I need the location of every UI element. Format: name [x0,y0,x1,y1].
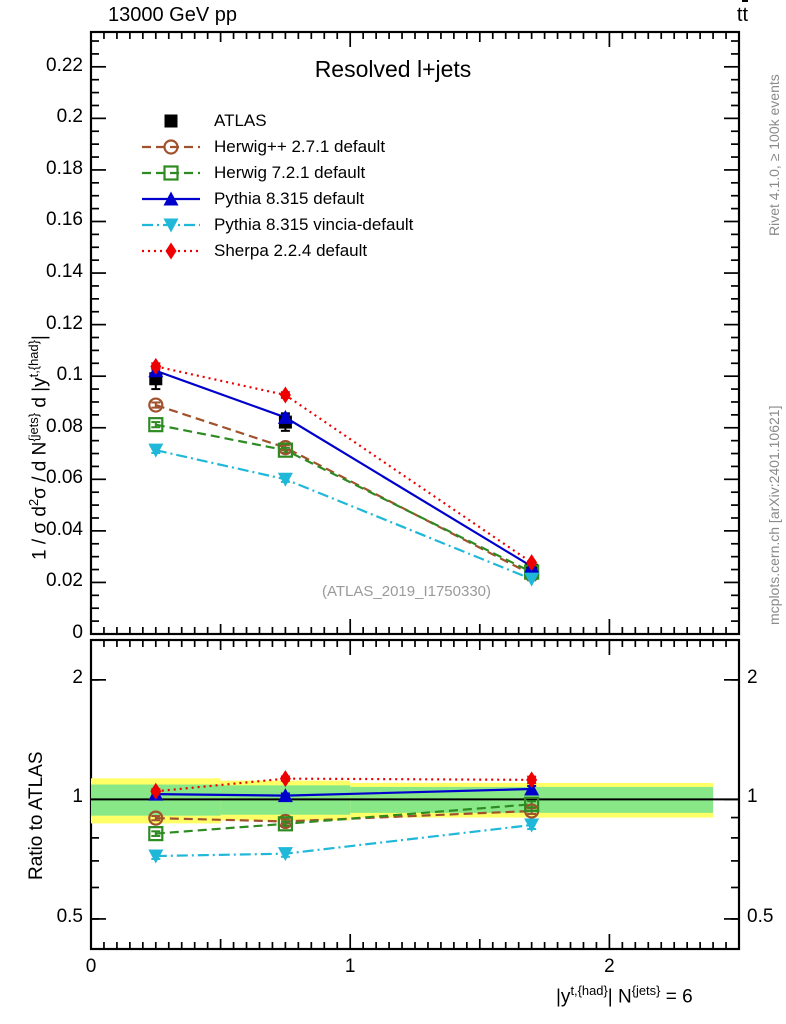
main-y-tick-label: 0.14 [46,261,83,283]
main-data-marker [277,472,293,487]
x-axis-title: |yt,{had}| N{jets} = 6 [556,983,693,1008]
main-y-tick-label: 0 [72,622,83,643]
ratio-y-tick-label-right: 2 [747,666,758,688]
ratio-y-tick-label-right: 1 [747,786,758,808]
xlab-part2: | N [607,986,632,1008]
legend-swatch [142,139,200,155]
ratio-y-tick-label-left: 2 [72,666,83,688]
main-panel [89,30,741,636]
legend-marker [163,139,179,155]
legend-marker [163,165,179,181]
xlab-sup1: t,{had} [570,983,608,998]
legend-item: Pythia 8.315 vincia-default [140,212,413,238]
legend-label: Herwig++ 2.7.1 default [214,137,386,156]
legend-label: Pythia 8.315 vincia-default [214,215,414,234]
main-series-line [155,369,533,568]
x-tick-label: 0 [85,956,97,977]
ratio-panel [89,638,741,951]
ratio-y-tick-label-left: 1 [72,786,83,808]
legend-label: ATLAS [214,111,267,130]
legend-swatch [142,191,200,206]
main-y-tick-label: 0.2 [56,106,83,128]
legend-marker [165,242,177,260]
main-y-tick-label: 0.16 [46,209,83,231]
legend-swatch [164,114,178,128]
ratio-data-marker [524,818,540,833]
legend-label: Pythia 8.315 default [214,189,365,208]
ratio-data-marker [277,847,293,862]
ratio-data-marker [150,782,162,800]
main-series-line [155,449,533,581]
main-y-tick-label: 0.12 [46,312,83,334]
legend-label: Herwig 7.2.1 default [214,163,366,182]
legend-item: Herwig 7.2.1 default [140,160,413,186]
ratio-data-marker [526,771,538,789]
x-tick-label: 1 [344,956,356,977]
x-tick-label: 2 [604,956,615,977]
xlab-part1: |y [556,986,571,1008]
main-y-tick-label: 0.18 [46,157,83,179]
header-process-label: tt [737,0,748,27]
ratio-y-tick-label-right: 0.5 [747,905,774,927]
main-y-tick-label: 0.1 [56,364,83,386]
legend-swatch [142,218,200,233]
main-data-marker [150,357,162,375]
main-data-marker [279,386,291,404]
main-data-marker [148,397,164,413]
legend-item: Sherpa 2.2.4 default [140,238,413,264]
main-data-marker [524,572,540,587]
legend-marker [163,218,179,233]
header-beam-label: 13000 GeV pp [108,4,237,26]
analysis-watermark: (ATLAS_2019_I1750330) [322,583,492,600]
main-data-marker [277,442,293,458]
ratio-series-line [155,777,532,793]
ratio-data-marker [524,796,540,812]
main-plot-title: Resolved l+jets [314,56,472,82]
main-series-line [155,423,533,574]
legend: ATLAS Herwig++ 2.7.1 default Herwig 7.2.1 … [140,108,413,264]
legend-label: Sherpa 2.2.4 default [214,241,368,260]
main-series-line [155,404,533,576]
ratio-data-marker [277,788,293,803]
legend-marker [163,191,179,206]
ratio-data-marker [279,770,291,788]
main-y-tick-label: 0.02 [46,570,83,592]
legend-item: ATLAS [140,108,413,134]
xlab-part3: = 6 [660,986,693,1008]
legend-swatch [142,165,200,181]
main-data-marker [148,443,164,458]
xlab-sup2: {jets} [631,983,661,998]
ratio-data-marker [524,781,540,796]
ratio-data-marker [148,826,164,842]
ratio-data-marker [148,849,164,864]
legend-marker [164,114,178,128]
main-data-marker [277,409,293,424]
legend-item: Herwig++ 2.7.1 default [140,134,413,160]
main-data-marker [148,417,164,433]
main-y-tick-label: 0.08 [46,415,83,437]
legend-item: Pythia 8.315 default [140,186,413,212]
main-data-marker [526,554,538,572]
ratio-data-marker [277,816,293,832]
main-y-tick-label: 0.04 [46,518,83,540]
legend-swatch [142,242,200,260]
main-y-tick-label: 0.06 [46,467,83,489]
ratio-y-tick-label-left: 0.5 [56,905,83,927]
ratio-data-marker [148,810,164,826]
main-y-tick-label: 0.22 [46,54,83,76]
